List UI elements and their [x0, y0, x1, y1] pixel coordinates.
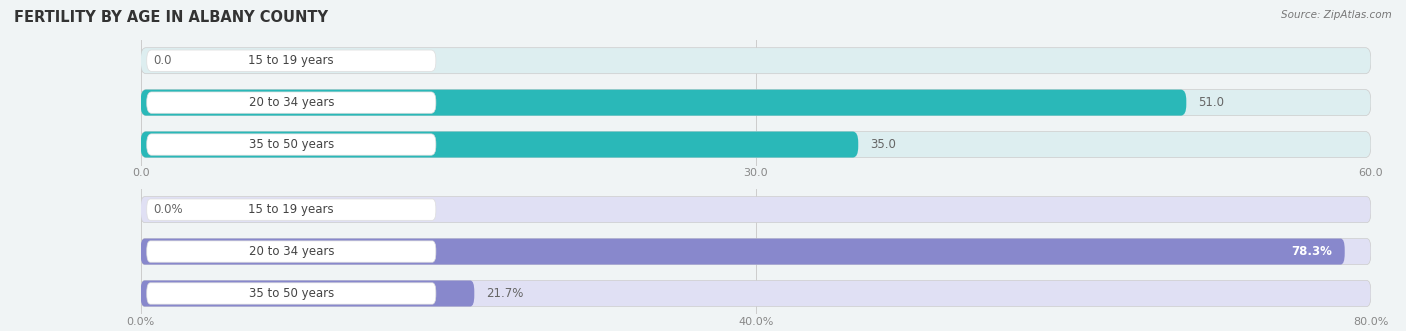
- FancyBboxPatch shape: [141, 239, 1371, 264]
- Text: 35.0: 35.0: [870, 138, 897, 151]
- Text: 0.0%: 0.0%: [153, 203, 183, 216]
- Text: 15 to 19 years: 15 to 19 years: [249, 203, 335, 216]
- FancyBboxPatch shape: [141, 239, 1344, 264]
- Text: FERTILITY BY AGE IN ALBANY COUNTY: FERTILITY BY AGE IN ALBANY COUNTY: [14, 10, 328, 25]
- FancyBboxPatch shape: [141, 90, 1187, 116]
- Text: 51.0: 51.0: [1198, 96, 1225, 109]
- Text: Source: ZipAtlas.com: Source: ZipAtlas.com: [1281, 10, 1392, 20]
- Text: 78.3%: 78.3%: [1292, 245, 1333, 258]
- Text: 15 to 19 years: 15 to 19 years: [249, 54, 335, 67]
- FancyBboxPatch shape: [146, 283, 436, 304]
- FancyBboxPatch shape: [141, 197, 1371, 223]
- Text: 20 to 34 years: 20 to 34 years: [249, 96, 335, 109]
- FancyBboxPatch shape: [141, 90, 1371, 116]
- Text: 35 to 50 years: 35 to 50 years: [249, 138, 335, 151]
- FancyBboxPatch shape: [141, 131, 858, 158]
- FancyBboxPatch shape: [141, 131, 1371, 158]
- FancyBboxPatch shape: [146, 241, 436, 262]
- FancyBboxPatch shape: [146, 134, 436, 155]
- FancyBboxPatch shape: [141, 280, 474, 307]
- FancyBboxPatch shape: [146, 50, 436, 71]
- Text: 21.7%: 21.7%: [486, 287, 524, 300]
- FancyBboxPatch shape: [141, 48, 1371, 74]
- FancyBboxPatch shape: [146, 199, 436, 220]
- Text: 0.0: 0.0: [153, 54, 172, 67]
- Text: 20 to 34 years: 20 to 34 years: [249, 245, 335, 258]
- Text: 35 to 50 years: 35 to 50 years: [249, 287, 335, 300]
- FancyBboxPatch shape: [141, 280, 1371, 307]
- FancyBboxPatch shape: [146, 92, 436, 113]
